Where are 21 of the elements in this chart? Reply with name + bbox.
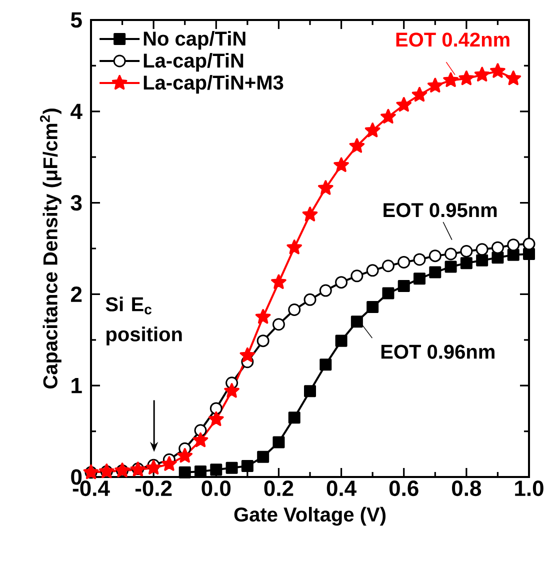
x-tick-label: -0.2: [135, 480, 172, 496]
y-tick-label: 3: [70, 194, 82, 211]
y-tick-label: 4: [70, 104, 82, 119]
annotation: EOT 0.42nm: [396, 32, 510, 47]
annotation: Si E$_{c}$ position: [106, 296, 182, 346]
annotation: EOT 0.95nm: [384, 203, 497, 218]
legend-label: La-cap/TiN: [144, 53, 244, 72]
legend-label: La-cap/TiN+M3: [144, 74, 284, 94]
x-tick-label: 0.8: [452, 480, 482, 496]
x-axis-title: Gate Voltage (V): [234, 506, 386, 526]
x-tick-label: 0.4: [326, 480, 356, 496]
y-tick-label: 2: [71, 286, 82, 302]
x-tick-label: 0.6: [389, 480, 418, 496]
x-tick-label: 0.0: [202, 480, 231, 496]
y-tick-label: 1: [72, 378, 82, 394]
annotation: EOT 0.96nm: [381, 344, 494, 359]
legend-label: No cap/TiN: [144, 31, 246, 50]
y-axis-title: Capacitance Density (μF/cm$^{2}$): [40, 108, 62, 389]
x-tick-label: 1.0: [515, 480, 544, 496]
y-tick-label: 5: [70, 12, 82, 28]
x-tick-label: 0.2: [264, 480, 294, 496]
